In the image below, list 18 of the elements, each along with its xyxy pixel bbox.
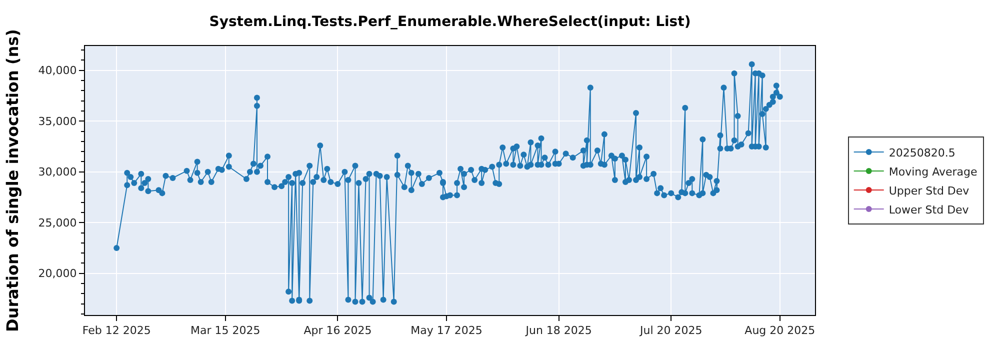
x-tick-label: Aug 20 2025 — [744, 324, 816, 338]
x-tick-label: Jul 20 2025 — [638, 324, 702, 338]
chart-title: System.Linq.Tests.Perf_Enumerable.WhereSelect(input: List) — [209, 14, 691, 30]
legend-label: Upper Std Dev — [888, 184, 970, 198]
x-tick-label: Apr 16 2025 — [304, 324, 372, 338]
y-tick-label: 35,000 — [38, 114, 77, 128]
legend-label: Moving Average — [888, 165, 978, 178]
legend-label: Lower Std Dev — [888, 203, 970, 216]
x-tick-label: May 17 2025 — [410, 324, 482, 338]
y-tick-label: 20,000 — [38, 267, 77, 280]
x-tick-label: Mar 15 2025 — [190, 324, 260, 338]
y-axis-title: Duration of single invocation (ns) — [3, 29, 22, 332]
y-tick-label: 25,000 — [38, 216, 77, 230]
x-tick-label: Feb 12 2025 — [82, 324, 151, 338]
y-tick-label: 40,000 — [38, 64, 77, 78]
y-tick-label: 30,000 — [38, 166, 77, 179]
x-tick-label: Jun 18 2025 — [524, 324, 592, 338]
legend-label: 20250820.5 — [888, 146, 956, 160]
